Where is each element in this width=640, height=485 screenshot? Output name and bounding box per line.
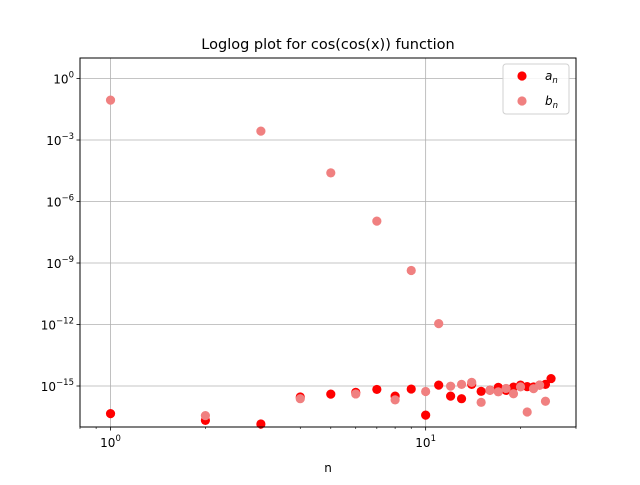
- point-bn: [522, 407, 532, 417]
- point-bn: [476, 397, 486, 407]
- point-an: [434, 380, 444, 390]
- point-bn: [105, 95, 116, 105]
- point-bn: [485, 385, 495, 396]
- point-bn: [508, 389, 519, 399]
- x-axis-label: n: [324, 461, 332, 475]
- point-bn: [390, 395, 400, 405]
- point-an: [456, 394, 467, 404]
- point-bn: [434, 319, 444, 329]
- point-an: [546, 373, 556, 384]
- point-bn: [351, 389, 361, 399]
- point-an: [406, 384, 416, 394]
- point-bn: [256, 126, 266, 136]
- point-an: [476, 386, 486, 396]
- point-bn: [493, 387, 503, 397]
- point-bn: [406, 265, 416, 276]
- series-bn: [105, 95, 551, 421]
- point-an: [326, 389, 336, 399]
- point-bn: [446, 381, 456, 391]
- point-bn: [535, 380, 545, 390]
- point-an: [256, 419, 266, 429]
- point-bn: [326, 168, 336, 178]
- point-an: [508, 382, 519, 392]
- point-bn: [515, 382, 526, 392]
- plot-frame: [79, 57, 577, 428]
- point-bn: [421, 386, 431, 397]
- point-an: [421, 410, 431, 420]
- point-bn: [467, 377, 477, 387]
- chart-title: Loglog plot for cos(cos(x)) function: [201, 37, 454, 53]
- point-bn: [200, 410, 210, 421]
- legend-marker-bn: [517, 96, 527, 106]
- point-an: [372, 384, 382, 395]
- data-points: [105, 95, 556, 429]
- point-bn: [540, 396, 551, 406]
- point-bn: [501, 383, 511, 394]
- point-an: [105, 409, 116, 419]
- point-bn: [372, 216, 382, 226]
- legend-marker-an: [517, 71, 527, 81]
- point-an: [446, 391, 456, 401]
- grid-lines: [80, 58, 576, 427]
- point-bn: [295, 394, 305, 404]
- legend-frame: [502, 63, 570, 115]
- point-bn: [456, 379, 467, 389]
